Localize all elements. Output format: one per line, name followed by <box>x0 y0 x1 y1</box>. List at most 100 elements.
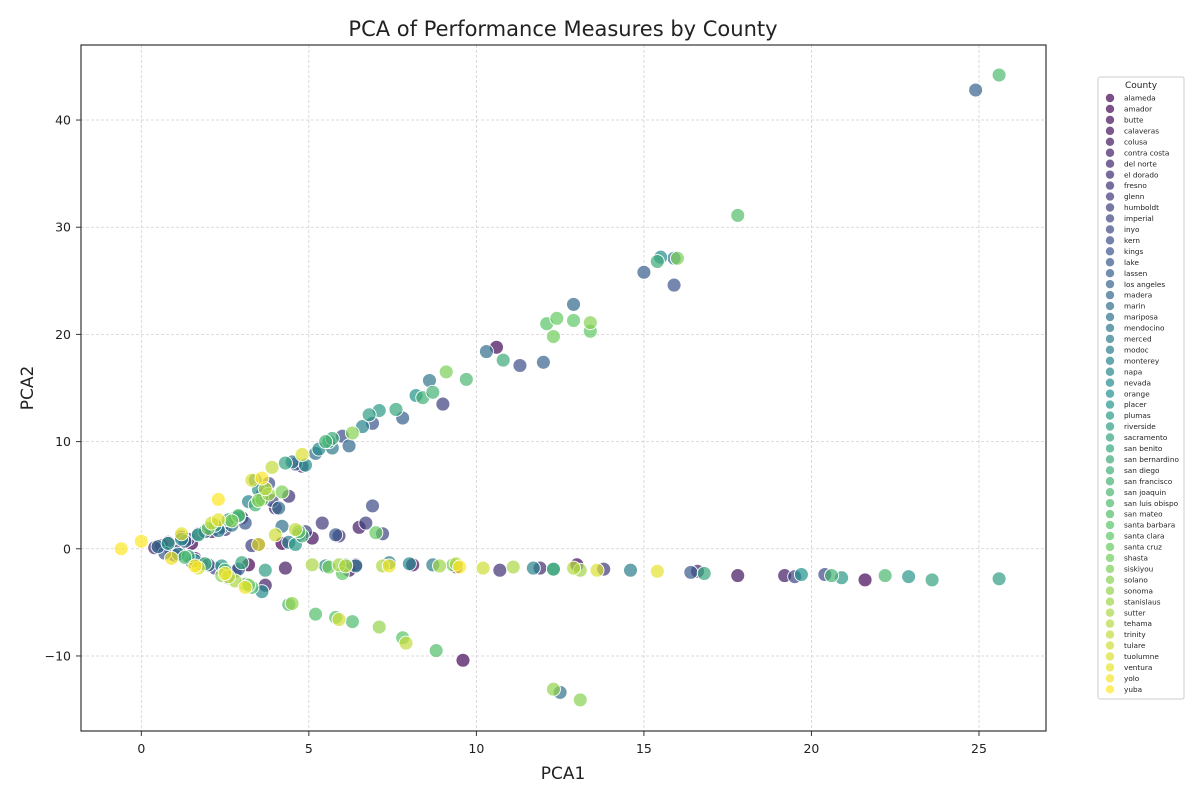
y-tick-label: 20 <box>55 327 71 342</box>
legend-label: imperial <box>1124 214 1154 223</box>
legend-label: modoc <box>1124 345 1149 354</box>
scatter-point-lassen <box>636 264 652 280</box>
scatter-point-san-mateo <box>730 207 746 223</box>
scatter-point-tulare <box>475 560 491 576</box>
legend-label: alameda <box>1124 94 1156 103</box>
scatter-point-san-joaquin <box>458 371 474 387</box>
scatter-point-marin <box>478 344 494 360</box>
x-tick-label: 5 <box>305 741 313 756</box>
scatter-point-sutter <box>304 557 320 573</box>
scatter-point-sutter <box>505 559 521 575</box>
legend-marker <box>1105 214 1115 223</box>
legend-label: san diego <box>1124 466 1160 475</box>
scatter-point-yuba <box>210 492 226 507</box>
legend-marker <box>1105 312 1115 322</box>
scatter-point-ventura <box>649 563 665 579</box>
scatter-point-solano <box>344 425 360 441</box>
scatter-point-stanislaus <box>432 558 447 574</box>
legend-marker <box>1105 488 1115 497</box>
legend-marker <box>1105 192 1115 201</box>
legend-label: placer <box>1124 400 1147 409</box>
legend-marker <box>1105 93 1115 103</box>
legend-box <box>1097 76 1185 700</box>
legend-marker <box>1105 115 1115 125</box>
scatter-point-san-benito <box>696 565 712 581</box>
legend-label: solano <box>1124 575 1148 584</box>
legend-marker <box>1105 411 1115 420</box>
legend-marker <box>1105 652 1115 661</box>
scatter-point-yolo <box>237 579 253 595</box>
scatter-point-santa-cruz <box>549 310 565 326</box>
scatter-point-san-luis-obispo <box>344 614 360 630</box>
legend-marker <box>1105 367 1115 376</box>
scatter-point-san-francisco <box>318 434 334 450</box>
legend-label: trinity <box>1124 630 1146 639</box>
legend-marker <box>1105 400 1115 409</box>
scatter-point-placer <box>160 535 176 551</box>
legend-marker <box>1105 608 1115 617</box>
scatter-point-yuba <box>187 558 203 574</box>
scatter-point-kern <box>512 358 528 373</box>
legend-label: calaveras <box>1124 126 1159 135</box>
scatter-point-madera <box>271 500 287 516</box>
scatter-point-yuba <box>113 541 129 557</box>
legend-marker <box>1105 509 1115 519</box>
scatter-point-sacramento <box>277 455 293 471</box>
legend-marker <box>1105 542 1115 552</box>
plot-frame <box>80 44 1047 732</box>
scatter-point-san-diego <box>545 561 561 577</box>
scatter-point-san-francisco <box>425 384 441 400</box>
legend-marker <box>1105 433 1115 442</box>
scatter-point-lake <box>683 564 699 580</box>
legend-marker <box>1105 685 1115 694</box>
legend-marker <box>1105 323 1115 333</box>
scatter-point-yolo <box>217 565 233 581</box>
scatter-point-san-mateo <box>308 606 323 622</box>
scatter-point-lake <box>328 527 344 543</box>
scatter-point-sacramento <box>924 572 940 588</box>
scatter-point-yolo <box>381 558 397 574</box>
legend-label: inyo <box>1124 225 1140 234</box>
scatter-point-yuba <box>452 559 468 575</box>
legend-label: san benito <box>1124 444 1163 453</box>
y-tick-label: 0 <box>63 541 71 556</box>
scatter-point-tuolumne <box>589 562 605 578</box>
legend-marker <box>1105 389 1115 398</box>
scatter-point-siskiyou <box>438 364 454 380</box>
scatter-point-fresno <box>492 562 508 578</box>
scatter-point-madera <box>566 296 582 312</box>
legend-marker <box>1105 203 1115 212</box>
legend-marker <box>1105 236 1115 245</box>
scatter-point-ventura <box>251 537 267 552</box>
legend-label: madera <box>1124 291 1152 300</box>
x-tick-label: 25 <box>971 741 987 756</box>
scatter-point-colusa <box>277 560 293 576</box>
legend-marker <box>1105 477 1115 486</box>
legend-label: sonoma <box>1124 586 1153 595</box>
scatter-point-napa <box>401 556 417 572</box>
legend-marker <box>1105 564 1115 574</box>
legend-label: marin <box>1124 302 1145 311</box>
scatter-point-humboldt <box>435 396 451 412</box>
scatter-point-siskiyou <box>274 484 290 500</box>
legend-label: kings <box>1124 247 1144 256</box>
scatter-point-yolo <box>164 550 179 566</box>
legend-marker <box>1105 225 1115 234</box>
legend-label: siskiyou <box>1124 564 1153 573</box>
legend-marker <box>1105 247 1115 256</box>
legend-label: tehama <box>1124 619 1152 628</box>
legend-label: san bernardino <box>1124 455 1179 464</box>
legend-marker <box>1105 301 1115 311</box>
legend-label: amador <box>1124 105 1152 114</box>
legend-label: san francisco <box>1124 477 1173 486</box>
legend-marker <box>1105 520 1115 530</box>
legend-label: colusa <box>1124 137 1147 146</box>
scatter-point-los-angeles <box>535 354 551 370</box>
legend-label: santa clara <box>1124 532 1165 541</box>
y-tick-label: 30 <box>55 220 71 235</box>
legend-label: yuba <box>1124 685 1142 694</box>
scatter-point-ventura <box>174 526 189 542</box>
y-axis-label: PCA2 <box>18 366 38 411</box>
